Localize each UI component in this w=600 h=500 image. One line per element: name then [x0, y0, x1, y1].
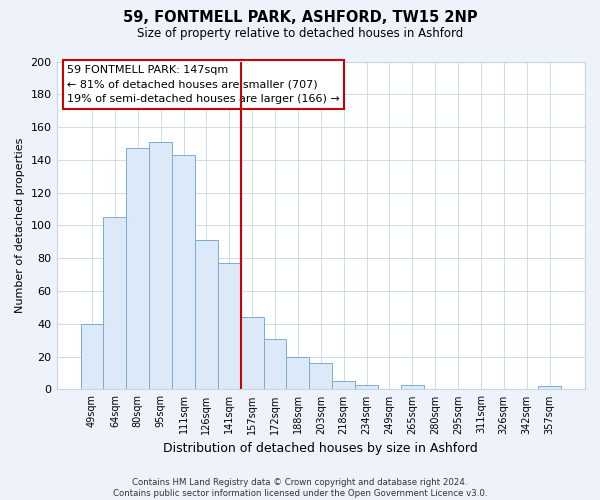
Bar [263, 338, 286, 390]
Bar [286, 356, 310, 390]
Bar [241, 318, 263, 390]
Y-axis label: Number of detached properties: Number of detached properties [15, 138, 25, 313]
Text: 59 FONTMELL PARK: 147sqm
← 81% of detached houses are smaller (707)
19% of semi-: 59 FONTMELL PARK: 147sqm ← 81% of detach… [67, 65, 340, 104]
Bar [103, 218, 127, 390]
Text: 59, FONTMELL PARK, ASHFORD, TW15 2NP: 59, FONTMELL PARK, ASHFORD, TW15 2NP [122, 10, 478, 25]
Bar [172, 155, 195, 390]
Bar [355, 384, 378, 390]
Bar [195, 240, 218, 390]
Bar [538, 386, 561, 390]
Bar [310, 363, 332, 390]
Bar [80, 324, 103, 390]
Bar [401, 384, 424, 390]
Text: Size of property relative to detached houses in Ashford: Size of property relative to detached ho… [137, 28, 463, 40]
Text: Contains HM Land Registry data © Crown copyright and database right 2024.
Contai: Contains HM Land Registry data © Crown c… [113, 478, 487, 498]
Bar [127, 148, 149, 390]
Bar [332, 381, 355, 390]
X-axis label: Distribution of detached houses by size in Ashford: Distribution of detached houses by size … [163, 442, 478, 455]
Bar [149, 142, 172, 390]
Bar [218, 263, 241, 390]
